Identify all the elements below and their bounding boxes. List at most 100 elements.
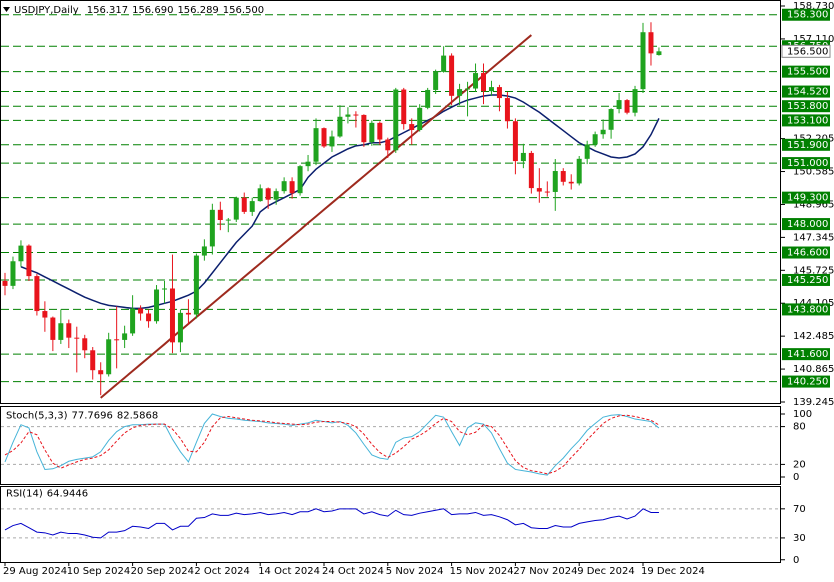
candle-body (169, 288, 175, 343)
ohlc-label: 156.500 (223, 5, 264, 16)
candle-body (273, 191, 279, 200)
candle-body (616, 100, 622, 110)
candle-body (329, 136, 335, 147)
candle-body (313, 128, 319, 162)
x-tick-label: 9 Dec 2024 (577, 566, 635, 577)
candle-body (66, 323, 72, 338)
candle-body (305, 161, 311, 167)
level-label: 153.100 (787, 115, 828, 126)
x-tick-label: 10 Sep 2024 (67, 566, 130, 577)
x-tick-label: 24 Oct 2024 (322, 566, 384, 577)
candle-body (544, 191, 550, 193)
chart-header: USDJPY,Daily 156.317 156.690 156.289 156.500 (14, 5, 264, 16)
candle-body (568, 181, 574, 184)
candle-body (34, 276, 40, 312)
y-tick-label: 139.245 (793, 397, 834, 408)
candle-body (177, 312, 183, 343)
candle-body (560, 171, 566, 182)
candle-body (321, 128, 327, 147)
level-label-box (782, 138, 830, 151)
indicator-title: RSI(14) 64.9446 (6, 489, 88, 500)
candle-body (417, 107, 423, 130)
candle-body (289, 181, 295, 194)
candle-body (209, 209, 215, 247)
candle-body (146, 313, 152, 322)
candle-body (512, 121, 518, 162)
candle-body (249, 201, 255, 212)
y-tick-label: 142.485 (793, 331, 834, 342)
current-price-label: 156.500 (787, 46, 828, 57)
candle-body (520, 152, 526, 162)
stoch-panel (0, 406, 781, 485)
candle-body (106, 339, 112, 375)
candle-body (98, 370, 104, 375)
level-label-box (782, 303, 830, 316)
candle-body (648, 32, 654, 54)
candle-body (337, 116, 343, 137)
x-tick-label: 20 Sep 2024 (131, 566, 194, 577)
candle-body (201, 246, 207, 256)
x-tick-label: 27 Nov 2024 (513, 566, 577, 577)
y-tick-label: 145.725 (793, 265, 834, 276)
candle-body (26, 245, 32, 277)
candle-body (552, 171, 558, 192)
candle-body (624, 100, 630, 113)
candle-body (369, 122, 375, 143)
candle-body (42, 311, 48, 318)
candle-body (225, 219, 231, 221)
ohlc-label: 156.690 (132, 5, 173, 16)
level-label-box (782, 65, 830, 78)
candle-body (401, 89, 407, 125)
symbol-title: USDJPY,Daily (14, 5, 79, 16)
level-label: 146.600 (787, 248, 828, 259)
ohlc-label: 156.317 (87, 5, 128, 16)
x-tick-label: 5 Nov 2024 (386, 566, 444, 577)
level-label-box (782, 348, 830, 361)
candle-body (257, 188, 263, 202)
candle-body (457, 89, 463, 96)
x-tick-label: 14 Oct 2024 (258, 566, 320, 577)
y-tick-label: 147.345 (793, 232, 834, 243)
candle-body (10, 261, 16, 286)
candle-body (122, 333, 128, 340)
level-label: 153.800 (787, 101, 828, 112)
y-tick-label: 0 (793, 555, 799, 566)
candle-body (154, 289, 160, 322)
x-tick-label: 2 Oct 2024 (194, 566, 249, 577)
level-label-box (782, 246, 830, 259)
candle-body (504, 98, 510, 122)
level-label: 148.000 (787, 219, 828, 230)
level-label: 145.250 (787, 275, 828, 286)
y-tick-label: 20 (793, 459, 806, 470)
level-label: 155.500 (787, 67, 828, 78)
x-tick-label: 19 Dec 2024 (641, 566, 705, 577)
candle-body (528, 152, 534, 189)
candle-body (162, 288, 167, 290)
candle-body (233, 197, 239, 220)
candle-body (2, 280, 8, 286)
y-tick-label: 0 (793, 472, 799, 483)
rsi-panel (0, 486, 781, 563)
candle-body (496, 87, 502, 99)
candle-body (465, 88, 471, 90)
candle-body (536, 188, 542, 192)
level-label: 140.250 (787, 377, 828, 388)
candle-body (393, 89, 399, 151)
candle-body (50, 317, 56, 340)
candle-body (58, 323, 64, 340)
candle-body (640, 32, 646, 90)
candle-body (353, 114, 359, 116)
level-label-box (782, 157, 830, 170)
level-label-box (782, 191, 830, 204)
indicator-line (4, 508, 659, 539)
candle-body (193, 255, 199, 315)
candle-body (656, 51, 662, 56)
indicator-title: Stoch(5,3,3) 77.7696 82.5868 (6, 411, 158, 422)
indicator-value: 64.9446 (47, 489, 88, 500)
y-tick-label: 70 (793, 504, 806, 515)
level-label-box (782, 375, 830, 388)
candle-body (241, 197, 247, 212)
